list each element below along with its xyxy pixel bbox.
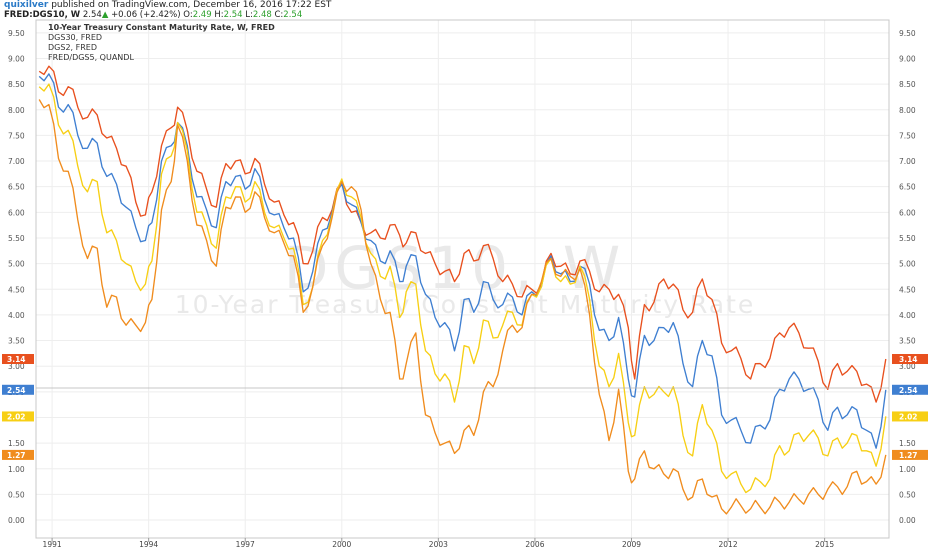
open-label: O: — [183, 10, 193, 20]
y-tick-label-left: 6.50 — [8, 183, 25, 192]
high-value: 2.54 — [223, 10, 243, 20]
y-tick-label-left: 8.00 — [8, 106, 25, 115]
y-tick-label-right: 4.00 — [899, 311, 916, 320]
plot-frame — [35, 19, 890, 539]
y-tick-label-left: 4.50 — [8, 285, 25, 294]
price-change: +0.06 (+2.42%) — [111, 10, 181, 20]
legend-dgs10: 10-Year Treasury Constant Maturity Rate,… — [48, 23, 275, 32]
watermark-symbol: DGS10, W — [284, 234, 626, 302]
y-tick-label-right: 4.50 — [899, 285, 916, 294]
price-tag-bg-left — [2, 384, 34, 395]
y-tick-label-left: 1.00 — [8, 465, 25, 474]
price-tag-bg-right — [892, 411, 928, 422]
y-tick-label-right: 1.50 — [899, 439, 916, 448]
y-tick-label-right: 8.50 — [899, 80, 916, 89]
y-tick-label-left: 0.50 — [8, 490, 25, 499]
x-tick-label: 2009 — [622, 540, 641, 549]
price-tag-right: 2.54 — [899, 386, 918, 395]
series-line-dgs30 — [38, 65, 887, 403]
y-tick-label-right: 6.50 — [899, 183, 916, 192]
y-tick-label-right: 1.00 — [899, 465, 916, 474]
y-tick-label-left: 9.00 — [8, 54, 25, 63]
y-tick-label-right: 0.00 — [899, 516, 916, 525]
y-tick-label-right: 5.50 — [899, 234, 916, 243]
up-arrow-icon: ▲ — [101, 10, 109, 20]
y-tick-label-right: 8.00 — [899, 106, 916, 115]
open-value: 2.49 — [192, 10, 212, 20]
y-tick-label-left: 1.50 — [8, 439, 25, 448]
price-tags-right: 3.14 2.54 2.02 1.27 — [892, 354, 928, 460]
grid-lines — [36, 20, 889, 538]
legend: 10-Year Treasury Constant Maturity Rate,… — [48, 23, 275, 62]
y-tick-label-right: 6.00 — [899, 208, 916, 217]
y-tick-label-left: 5.50 — [8, 234, 25, 243]
high-label: H: — [214, 10, 224, 20]
y-tick-label-right: 7.00 — [899, 157, 916, 166]
series-lines — [38, 65, 887, 515]
publish-info: published on TradingView.com, December 1… — [51, 0, 332, 10]
y-tick-label-left: 9.50 — [8, 29, 25, 38]
low-label: L: — [245, 10, 253, 20]
y-tick-label-left: 8.50 — [8, 80, 25, 89]
y-tick-label-left: 4.00 — [8, 311, 25, 320]
legend-dgs30: DGS30, FRED — [48, 33, 102, 42]
x-tick-label: 2003 — [429, 540, 448, 549]
author-link[interactable]: quixilver — [4, 0, 49, 10]
price-tag-bg-left — [2, 449, 34, 460]
price-tag-left: 1.27 — [7, 451, 26, 460]
x-tick-label: 1991 — [43, 540, 62, 549]
x-tick-label: 2015 — [815, 540, 834, 549]
price-tag-left: 2.02 — [7, 412, 26, 421]
price-tag-bg-right — [892, 384, 928, 395]
close-value: 2.54 — [283, 10, 303, 20]
legend-dgs2: DGS2, FRED — [48, 43, 97, 52]
price-tag-left: 3.14 — [7, 355, 26, 364]
price-tag-bg-right — [892, 449, 928, 460]
low-value: 2.48 — [252, 10, 272, 20]
legend-dgs5: FRED/DGS5, QUANDL — [48, 53, 134, 62]
y-axis-right: 0.000.501.001.502.002.503.003.504.004.50… — [899, 29, 916, 525]
price-tag-bg-left — [2, 411, 34, 422]
y-tick-label-right: 3.50 — [899, 337, 916, 346]
x-tick-label: 2000 — [332, 540, 351, 549]
y-tick-label-left: 7.50 — [8, 131, 25, 140]
y-tick-label-right: 5.00 — [899, 260, 916, 269]
ohlc-line: FRED:DGS10, W 2.54▲ +0.06 (+2.42%) O:2.4… — [4, 10, 302, 20]
y-tick-label-right: 9.50 — [899, 29, 916, 38]
y-tick-label-left: 0.00 — [8, 516, 25, 525]
y-tick-label-right: 0.50 — [899, 490, 916, 499]
last-price: 2.54 — [82, 10, 102, 20]
x-tick-label: 1994 — [139, 540, 158, 549]
price-tag-right: 1.27 — [899, 451, 918, 460]
price-tag-bg-right — [892, 354, 928, 365]
close-label: C: — [274, 10, 284, 20]
price-tag-left: 2.54 — [7, 386, 26, 395]
symbol-label: FRED:DGS10, W — [4, 10, 81, 20]
chart-header: quixilver published on TradingView.com, … — [4, 0, 924, 22]
x-tick-label: 2006 — [525, 540, 544, 549]
x-tick-label: 1997 — [236, 540, 255, 549]
y-tick-label-right: 7.50 — [899, 131, 916, 140]
price-tags-left: 3.14 2.54 2.02 1.27 — [2, 354, 34, 460]
price-tag-right: 3.14 — [899, 355, 918, 364]
y-tick-label-right: 9.00 — [899, 54, 916, 63]
watermark-name: 10-Year Treasury Constant Maturity Rate — [175, 290, 756, 319]
y-tick-label-left: 5.00 — [8, 260, 25, 269]
x-axis: 1991 1994 1997 2000 2003 2006 2009 2012 2015 — [43, 538, 834, 549]
publish-line: quixilver published on TradingView.com, … — [4, 0, 331, 10]
y-tick-label-left: 3.50 — [8, 337, 25, 346]
price-tag-bg-left — [2, 354, 34, 365]
x-tick-label: 2012 — [719, 540, 738, 549]
y-tick-label-left: 3.00 — [8, 362, 25, 371]
y-tick-label-left: 7.00 — [8, 157, 25, 166]
y-tick-label-left: 6.00 — [8, 208, 25, 217]
price-tag-right: 2.02 — [899, 412, 918, 421]
series-line-dgs2 — [38, 99, 887, 515]
y-tick-label-right: 3.00 — [899, 362, 916, 371]
